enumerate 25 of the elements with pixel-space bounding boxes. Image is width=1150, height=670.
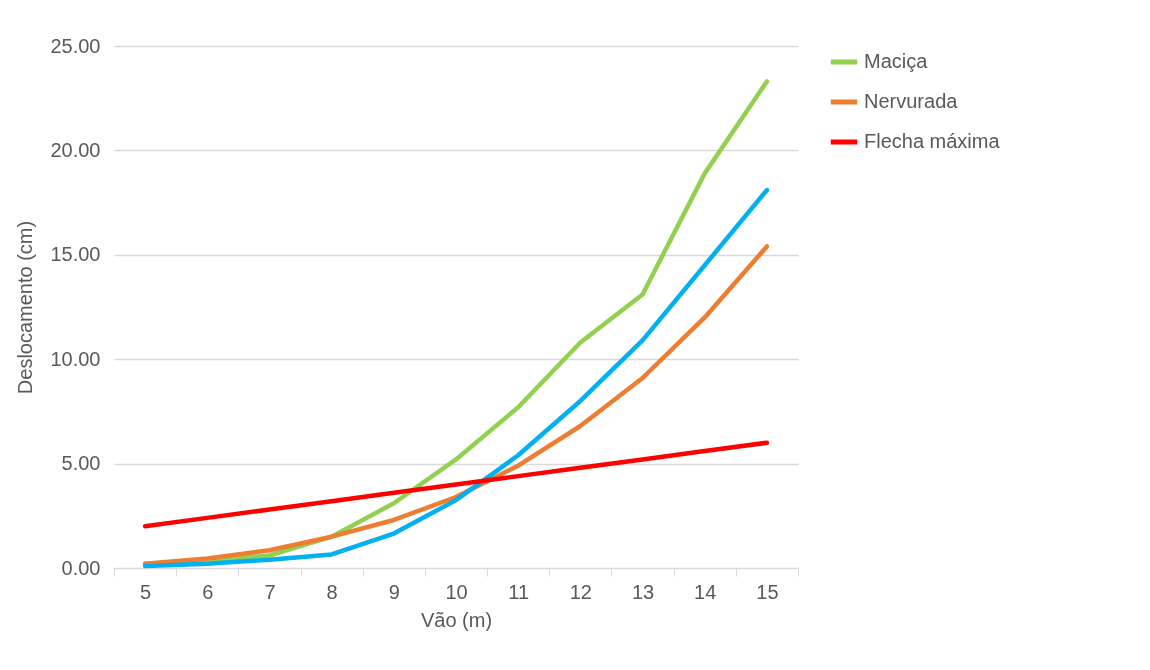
x-tick-label: 7 <box>264 580 276 603</box>
x-tick-label: 8 <box>326 580 338 603</box>
y-tick-label: 25.00 <box>50 34 101 57</box>
y-tick-label: 5.00 <box>61 452 101 475</box>
line-series <box>142 440 770 529</box>
line-series <box>142 244 770 567</box>
y-tick-label: 10.00 <box>50 347 101 370</box>
legend-label: Flecha máxima <box>864 130 1001 152</box>
x-tick-label: 14 <box>694 580 717 603</box>
y-tick-label: 15.00 <box>50 243 101 266</box>
x-tick-label: 13 <box>631 580 655 603</box>
x-tick-label: 5 <box>140 580 152 603</box>
x-tick-label: 9 <box>388 580 400 603</box>
legend-label: Maciça <box>864 50 929 72</box>
x-tick-label: 12 <box>569 580 592 603</box>
line-series <box>142 187 770 569</box>
y-tick-label: 20.00 <box>50 138 101 161</box>
x-tick-label: 10 <box>445 580 468 603</box>
x-tick-label: 11 <box>508 580 530 603</box>
y-axis-title: Deslocamento (cm) <box>14 220 37 395</box>
x-tick-label: 6 <box>202 580 214 603</box>
y-tick-label: 0.00 <box>61 556 101 579</box>
x-axis-title: Vão (m) <box>420 608 493 631</box>
legend-label: Nervurada <box>864 90 959 112</box>
x-tick-label: 15 <box>756 580 779 603</box>
